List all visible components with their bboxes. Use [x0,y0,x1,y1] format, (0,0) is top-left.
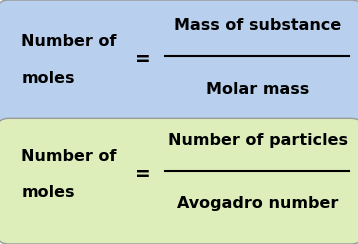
Text: Number of particles: Number of particles [168,133,348,148]
Text: =: = [135,50,151,69]
FancyBboxPatch shape [0,118,358,244]
Text: Molar mass: Molar mass [206,81,309,97]
Text: Number of: Number of [21,149,117,164]
FancyBboxPatch shape [0,0,358,126]
Text: Avogadro number: Avogadro number [177,196,338,211]
Text: =: = [135,165,151,184]
Text: moles: moles [21,185,75,200]
Text: Number of: Number of [21,34,117,49]
Text: Mass of substance: Mass of substance [174,18,342,33]
Text: moles: moles [21,71,75,86]
